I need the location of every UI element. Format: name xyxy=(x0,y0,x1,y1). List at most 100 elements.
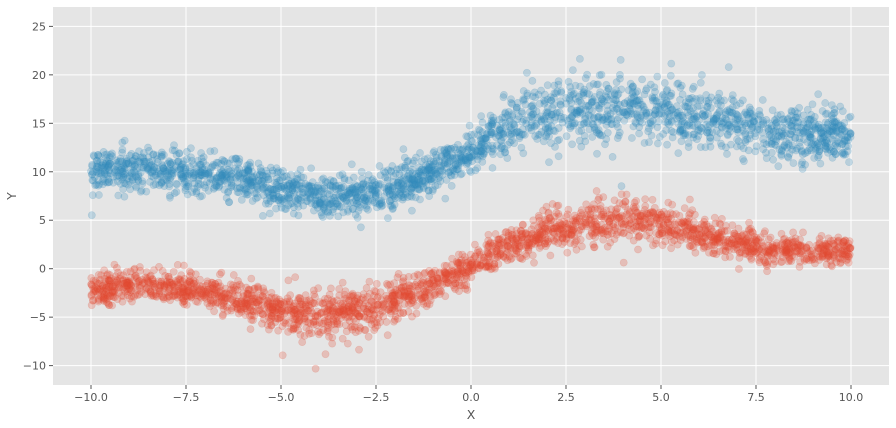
scatter-point xyxy=(272,186,281,194)
scatter-point xyxy=(394,181,403,190)
scatter-point xyxy=(406,192,415,200)
scatter-point xyxy=(343,188,352,197)
scatter-point xyxy=(825,145,834,154)
scatter-point xyxy=(348,184,357,193)
scatter-point xyxy=(335,202,344,211)
scatter-point xyxy=(408,165,416,174)
scatter-point xyxy=(256,164,265,172)
scatter-point xyxy=(556,101,565,110)
scatter-point xyxy=(744,146,753,155)
scatter-point xyxy=(385,190,394,199)
scatter-point xyxy=(258,211,267,220)
scatter-point xyxy=(706,142,715,151)
scatter-point xyxy=(614,131,623,140)
scatter-point xyxy=(616,74,624,83)
scatter-point xyxy=(557,115,565,123)
y-tick-label: 15 xyxy=(32,117,46,130)
scatter-point xyxy=(841,135,849,144)
scatter-point xyxy=(488,120,497,129)
scatter-point xyxy=(418,165,426,173)
scatter-point xyxy=(375,162,384,170)
scatter-point xyxy=(99,180,107,189)
y-tick-label: 10 xyxy=(32,166,46,179)
scatter-point xyxy=(265,209,274,218)
scatter-point xyxy=(246,186,255,194)
x-tick-label: 2.5 xyxy=(557,391,575,404)
scatter-point xyxy=(212,182,221,191)
scatter-point xyxy=(540,96,548,105)
scatter-point xyxy=(453,267,462,276)
scatter-point xyxy=(546,251,555,260)
scatter-point xyxy=(822,136,830,145)
scatter-point xyxy=(507,124,516,133)
series-points xyxy=(87,55,855,373)
y-tick-label: −5 xyxy=(30,311,46,324)
scatter-point xyxy=(444,145,452,154)
scatter-point xyxy=(441,194,450,203)
scatter-point xyxy=(164,173,172,182)
scatter-point xyxy=(501,118,510,127)
scatter-point xyxy=(792,113,800,122)
scatter-point xyxy=(832,127,841,136)
scatter-point xyxy=(166,193,174,202)
scatter-point xyxy=(686,195,694,204)
scatter-point xyxy=(694,126,702,135)
scatter-point xyxy=(446,157,455,165)
scatter-point xyxy=(769,155,777,164)
scatter-point xyxy=(478,128,487,137)
scatter-point xyxy=(114,191,123,200)
scatter-point xyxy=(731,115,740,124)
scatter-point xyxy=(784,153,793,162)
scatter-point xyxy=(787,122,796,130)
scatter-point xyxy=(103,157,112,165)
scatter-point xyxy=(795,134,804,143)
scatter-point xyxy=(498,113,507,122)
scatter-point xyxy=(196,180,205,189)
scatter-point xyxy=(314,284,323,293)
scatter-point xyxy=(94,163,103,172)
scatter-point xyxy=(172,179,181,188)
scatter-point xyxy=(448,154,457,162)
scatter-point xyxy=(274,184,283,192)
scatter-point xyxy=(716,129,725,138)
scatter-point xyxy=(178,285,187,294)
scatter-point xyxy=(393,181,402,190)
scatter-point xyxy=(425,276,433,284)
scatter-point xyxy=(607,116,615,124)
scatter-point xyxy=(637,222,646,231)
scatter-point xyxy=(654,139,662,148)
scatter-point xyxy=(424,186,433,195)
scatter-point xyxy=(241,186,250,194)
scatter-point xyxy=(376,199,384,208)
scatter-point xyxy=(124,180,133,189)
scatter-point xyxy=(193,156,202,165)
scatter-point xyxy=(810,140,819,149)
scatter-point xyxy=(269,194,278,203)
scatter-point xyxy=(355,186,364,195)
scatter-point xyxy=(333,199,341,208)
scatter-point xyxy=(411,193,420,202)
scatter-point xyxy=(261,172,270,181)
scatter-point xyxy=(116,179,125,188)
scatter-point xyxy=(603,128,612,137)
scatter-point xyxy=(413,175,422,184)
scatter-point xyxy=(667,59,676,68)
scatter-point xyxy=(371,192,380,201)
scatter-point xyxy=(678,126,687,134)
scatter-point xyxy=(134,177,143,185)
scatter-point xyxy=(165,158,174,166)
scatter-point xyxy=(388,205,397,213)
scatter-point xyxy=(667,89,676,98)
scatter-point xyxy=(517,143,526,152)
scatter-point xyxy=(595,101,604,110)
scatter-point xyxy=(748,227,757,236)
scatter-point xyxy=(845,158,853,166)
scatter-point xyxy=(496,150,505,159)
scatter-point xyxy=(752,142,761,151)
scatter-point xyxy=(787,130,795,139)
scatter-point xyxy=(170,291,179,300)
scatter-point xyxy=(120,279,129,288)
scatter-point xyxy=(611,96,620,104)
scatter-point xyxy=(665,227,673,235)
scatter-point xyxy=(575,214,584,223)
